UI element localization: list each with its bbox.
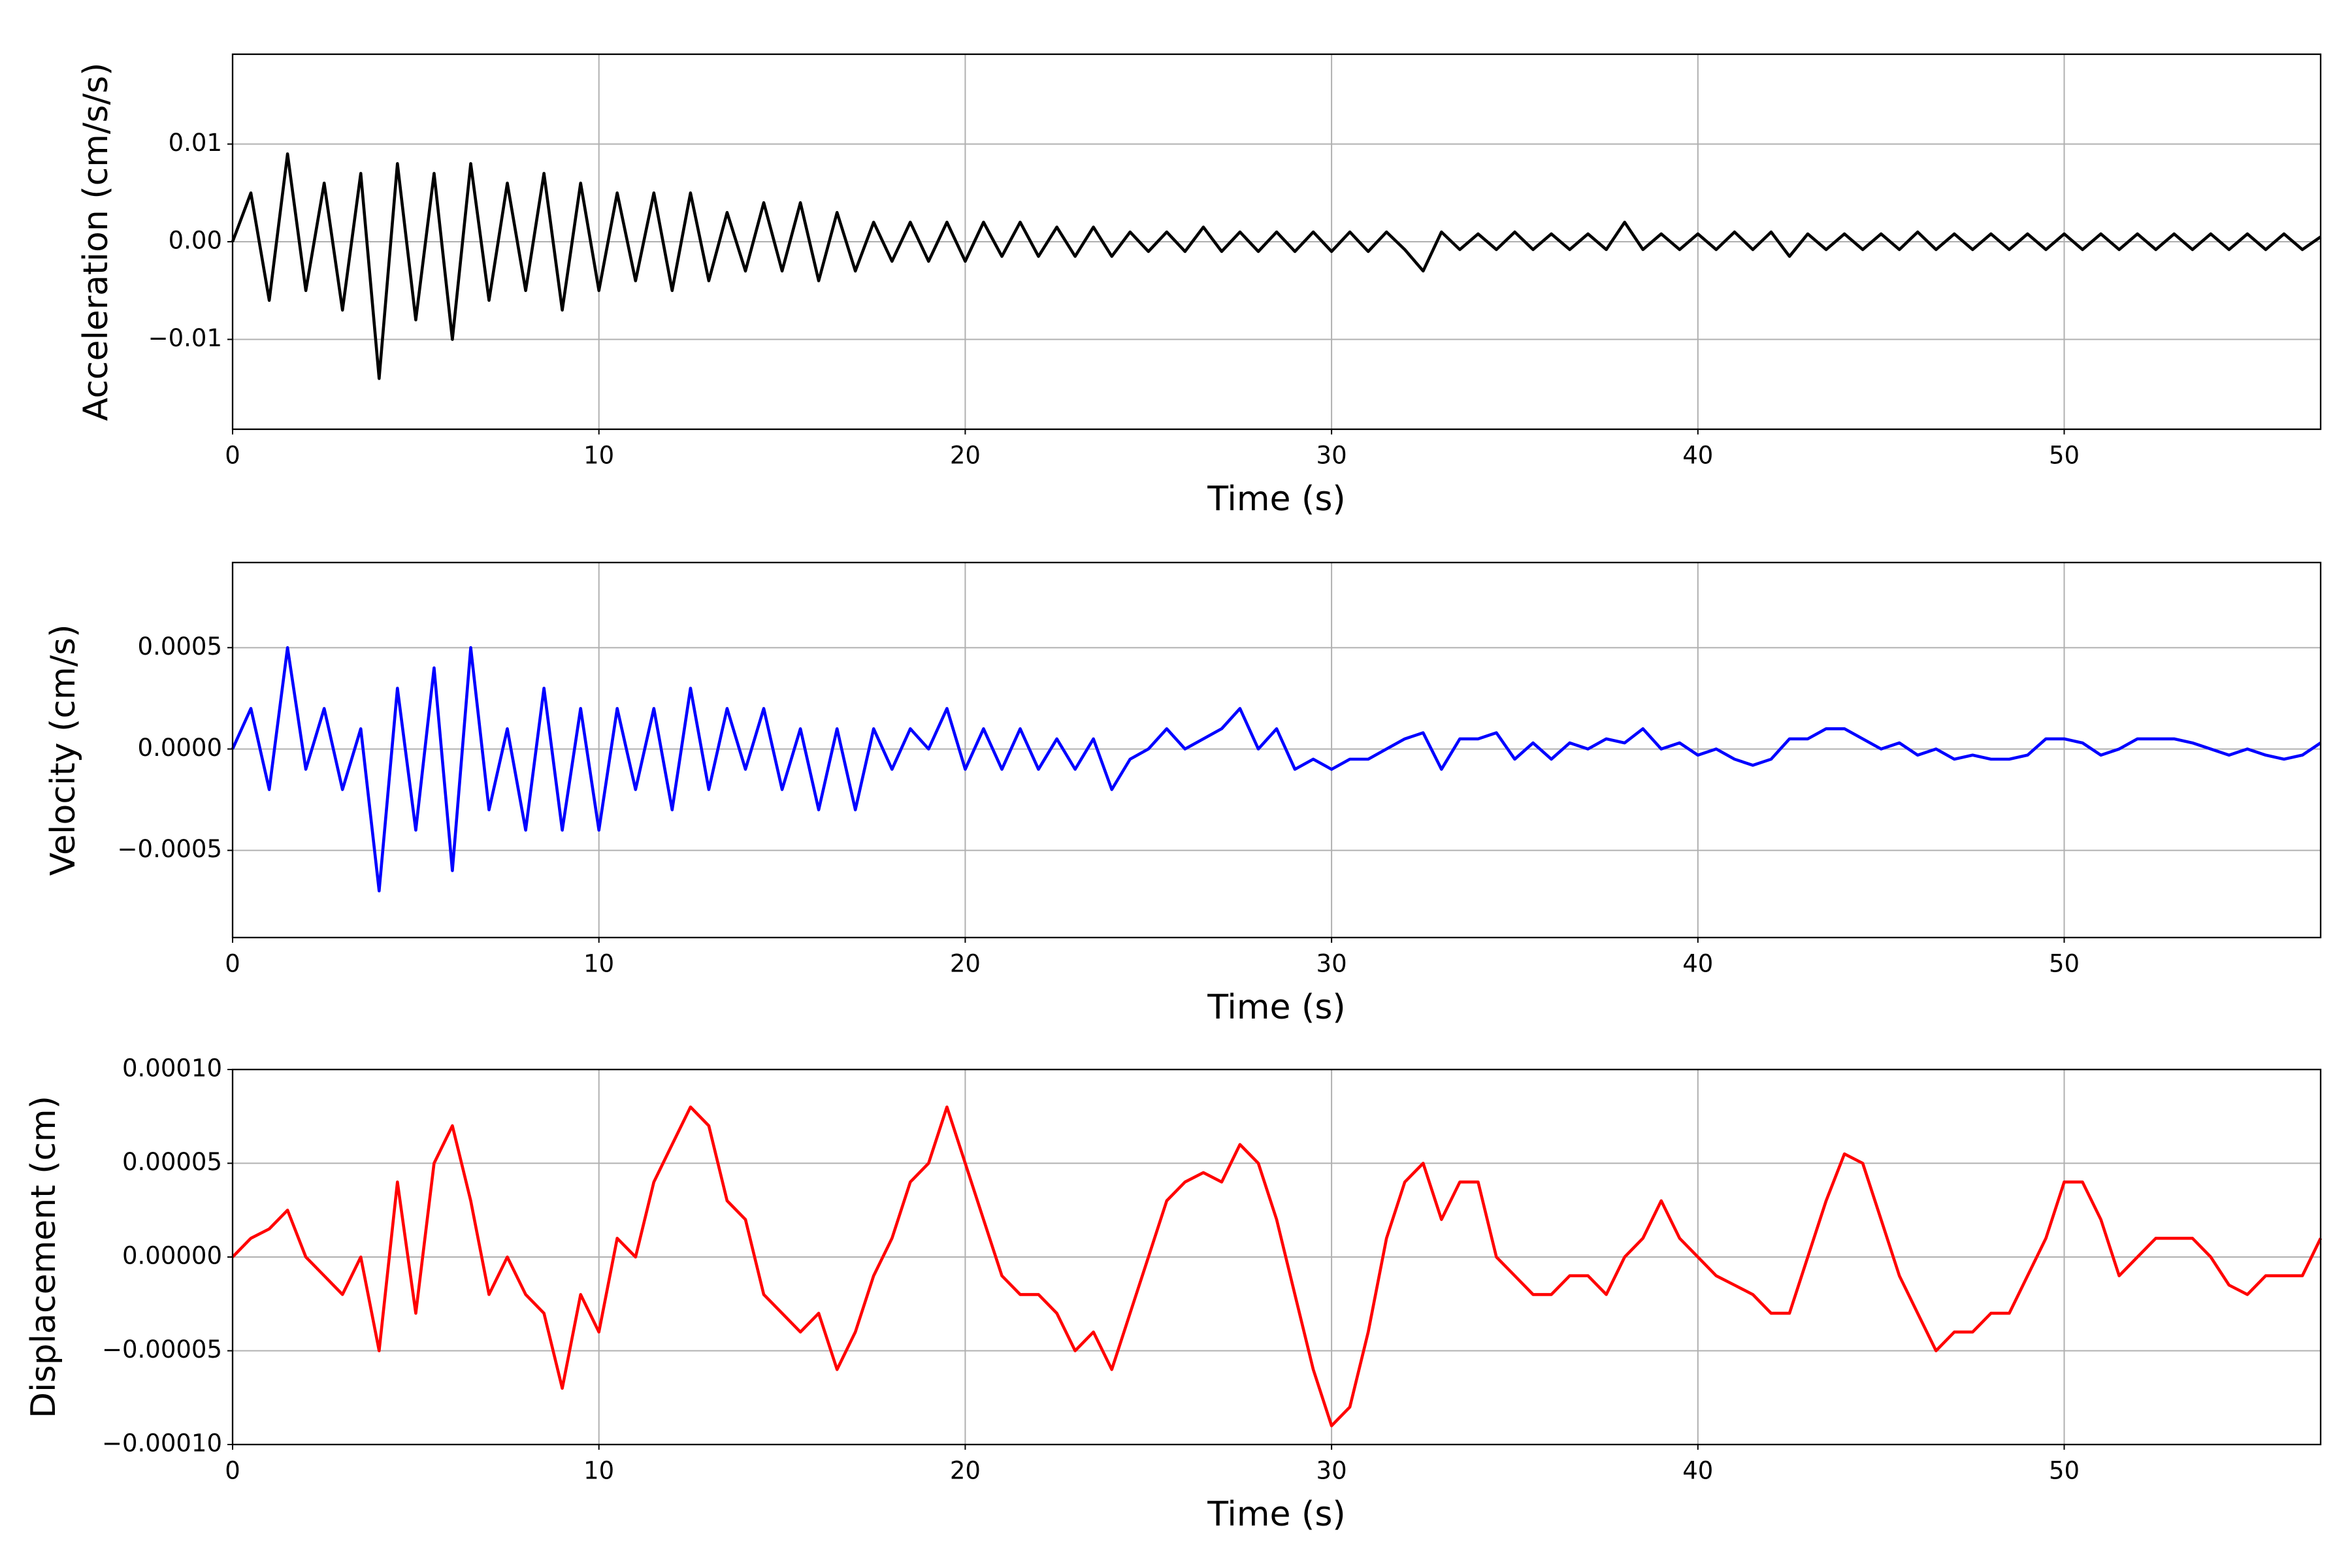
axes-frame <box>231 1068 2322 1446</box>
y-tick-label: 0.00000 <box>122 1242 222 1270</box>
y-tick-label: 0.01 <box>169 129 222 157</box>
x-tick-label: 0 <box>225 442 240 470</box>
data-line <box>231 152 2322 380</box>
y-tick-label: −0.00005 <box>102 1335 222 1364</box>
x-tick-label: 40 <box>1682 442 1713 470</box>
x-axis-label: Time (s) <box>1207 1495 1345 1534</box>
x-tick-label: 30 <box>1316 1457 1347 1485</box>
y-tick-label: 0.00005 <box>122 1148 222 1176</box>
x-tick-label: 10 <box>583 950 614 978</box>
x-axis-label: Time (s) <box>1207 988 1345 1027</box>
y-axis-label: Velocity (cm/s) <box>44 625 83 876</box>
axes-frame <box>231 53 2322 431</box>
x-tick-label: 50 <box>2049 1457 2080 1485</box>
x-tick-label: 30 <box>1316 442 1347 470</box>
y-tick-label: 0.00 <box>169 227 222 255</box>
y-axis-label: Displacement (cm) <box>24 1096 63 1418</box>
data-line <box>231 1105 2323 1428</box>
x-tick-label: 0 <box>225 1457 240 1485</box>
x-tick-label: 40 <box>1682 950 1713 978</box>
x-tick-label: 20 <box>950 950 981 978</box>
y-tick-label: 0.0005 <box>138 632 222 661</box>
x-tick-label: 10 <box>583 442 614 470</box>
y-tick-label: 0.00010 <box>122 1054 222 1083</box>
x-tick-label: 50 <box>2049 442 2080 470</box>
y-tick-label: −0.0005 <box>118 835 222 863</box>
axes-frame <box>231 561 2322 939</box>
y-axis-label: Acceleration (cm/s/s) <box>76 63 116 421</box>
y-tick-label: −0.01 <box>148 324 222 352</box>
y-tick-label: −0.00010 <box>102 1429 222 1458</box>
x-tick-label: 20 <box>950 1457 981 1485</box>
x-tick-label: 40 <box>1682 1457 1713 1485</box>
x-tick-label: 10 <box>583 1457 614 1485</box>
x-tick-label: 20 <box>950 442 981 470</box>
x-axis-label: Time (s) <box>1207 480 1345 519</box>
x-tick-label: 0 <box>225 950 240 978</box>
y-tick-label: 0.0000 <box>138 734 222 762</box>
data-line <box>231 646 2322 892</box>
x-tick-label: 50 <box>2049 950 2080 978</box>
x-tick-label: 30 <box>1316 950 1347 978</box>
